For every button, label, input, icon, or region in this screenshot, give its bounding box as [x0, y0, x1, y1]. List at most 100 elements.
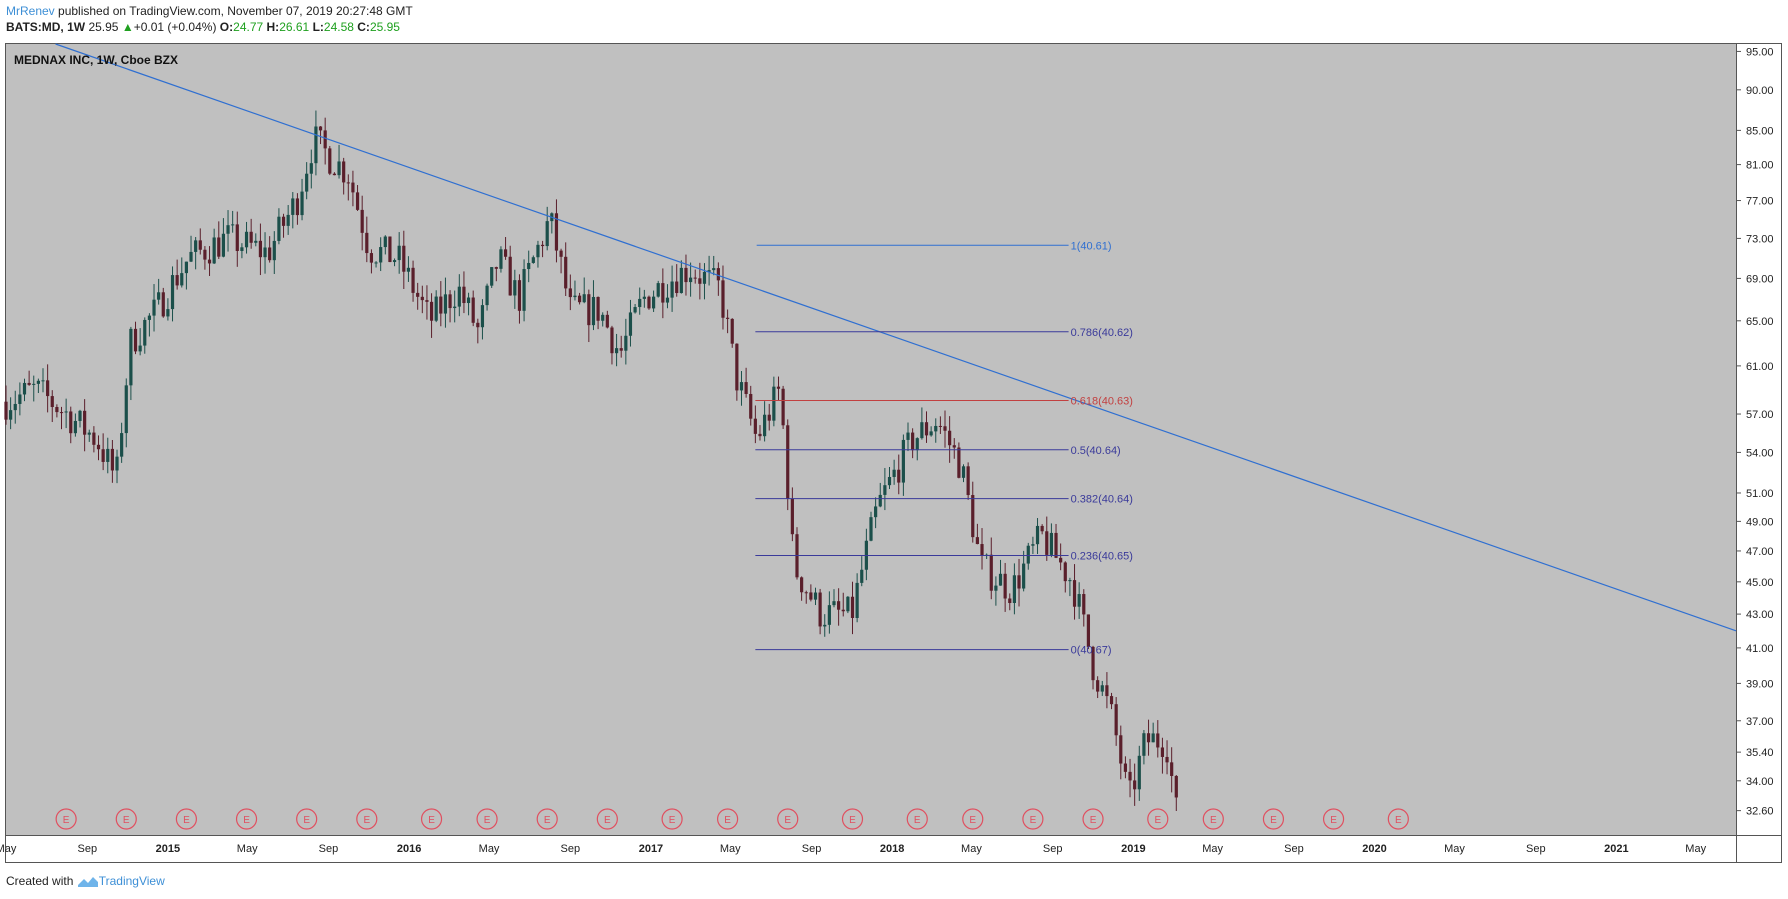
candle-body — [1174, 775, 1178, 798]
candle-body — [633, 307, 637, 313]
candle-body — [800, 577, 804, 593]
candle-body — [355, 192, 360, 210]
candle-body — [790, 498, 794, 535]
price-tick-label: 65.00 — [1746, 316, 1774, 328]
candle-body — [332, 173, 337, 176]
fib-level-label: 0.786(40.62) — [1071, 327, 1133, 339]
earnings-icon[interactable] — [1262, 808, 1285, 830]
published-text: published on TradingView.com, November 0… — [58, 4, 413, 18]
candle-body — [781, 388, 785, 426]
earnings-icon[interactable] — [841, 808, 864, 830]
candle-body — [517, 280, 522, 311]
high-label: H: — [266, 20, 280, 34]
candle-body — [83, 410, 87, 435]
candle-body — [513, 280, 517, 296]
price-axis[interactable]: 95.00 90.00 85.00 81.00 77.00 73.00 69.00 65.00… — [1736, 46, 1774, 818]
candle-body — [1045, 531, 1049, 555]
candle-body — [416, 292, 420, 297]
candle-body — [874, 506, 878, 518]
candle-body — [758, 433, 762, 437]
candle-body — [425, 300, 429, 302]
candle-body — [147, 315, 151, 320]
earnings-icon[interactable] — [777, 808, 799, 830]
earnings-icon[interactable] — [175, 808, 198, 830]
candle-body — [536, 244, 540, 258]
earnings-icon[interactable] — [717, 808, 739, 830]
earnings-icon[interactable] — [1202, 808, 1224, 830]
earnings-icon[interactable] — [296, 808, 318, 830]
candle-body — [860, 569, 864, 583]
time-tick-label: May — [720, 843, 741, 855]
candle-body — [573, 295, 577, 298]
earnings-icon[interactable] — [906, 808, 928, 830]
time-tick-label: 2021 — [1604, 843, 1628, 855]
candle-body — [434, 296, 438, 321]
candle-body — [1100, 685, 1104, 692]
candle-body — [480, 305, 485, 328]
earnings-icon[interactable] — [55, 808, 77, 830]
tradingview-link[interactable]: TradingView — [98, 874, 165, 888]
candle-body — [106, 448, 110, 462]
earnings-icon[interactable] — [356, 808, 378, 830]
candle-body — [133, 328, 138, 352]
author-link[interactable]: MrRenev — [6, 4, 55, 18]
candle-body — [1072, 580, 1077, 607]
candle-body — [143, 319, 147, 346]
candle-body — [823, 624, 827, 627]
candle-body — [568, 288, 572, 298]
earnings-icon[interactable] — [115, 808, 137, 830]
candle-body — [753, 418, 757, 434]
earnings-icon[interactable] — [1147, 808, 1169, 830]
earnings-icon[interactable] — [1322, 808, 1345, 830]
earnings-icon[interactable] — [476, 808, 498, 830]
candle-body — [735, 343, 739, 391]
candle-body — [1017, 575, 1021, 589]
candle-body — [157, 292, 161, 300]
price-tick-label: 85.00 — [1746, 125, 1774, 137]
candle-body — [1054, 532, 1058, 558]
fib-retracement[interactable]: 1(40.61) 0.786(40.62) 0.618(40.63) 0.5(40.6… — [755, 240, 1133, 657]
earnings-icon[interactable] — [536, 808, 558, 830]
publish-info: MrRenev published on TradingView.com, No… — [6, 4, 413, 18]
candle-body — [712, 268, 716, 271]
candle-body — [707, 270, 711, 272]
candle-body — [1049, 532, 1054, 555]
candle-body — [1082, 594, 1086, 615]
candle-body — [1012, 575, 1016, 604]
price-tick-label: 95.00 — [1746, 46, 1774, 58]
candle-body — [998, 573, 1003, 586]
time-axis[interactable]: May Sep 2015 May Sep 2016 May Sep 2017 May Sep 2018… — [0, 843, 1707, 855]
candle-body — [249, 231, 253, 243]
candle-body — [887, 476, 892, 486]
earnings-icon[interactable] — [661, 808, 683, 830]
price-tick-label: 51.00 — [1746, 488, 1774, 500]
earnings-label: E — [544, 815, 551, 826]
earnings-icon[interactable] — [1022, 808, 1044, 830]
candle-body — [744, 382, 748, 394]
earnings-icon[interactable] — [1082, 808, 1104, 830]
trendline-layer[interactable] — [55, 43, 1737, 632]
descending-trendline[interactable] — [55, 43, 1737, 632]
candle-body — [554, 213, 559, 251]
candle-body — [772, 386, 776, 421]
candle-body — [749, 393, 753, 419]
candle-body — [420, 296, 424, 301]
plot-area[interactable] — [6, 44, 1736, 835]
candle-body — [540, 244, 545, 247]
candle-body — [638, 298, 642, 308]
earnings-icon[interactable] — [235, 808, 258, 830]
candle-body — [1151, 733, 1155, 743]
time-tick-label: 2018 — [880, 843, 904, 855]
earnings-icon[interactable] — [1387, 808, 1409, 830]
earnings-icon[interactable] — [420, 808, 443, 830]
candle-body — [476, 322, 480, 328]
created-with-text: Created with — [6, 874, 74, 888]
candle-body — [679, 267, 683, 294]
earnings-icon[interactable] — [596, 808, 618, 830]
candle-body — [508, 256, 512, 296]
price-tick-label: 90.00 — [1746, 85, 1774, 97]
candle-body — [1160, 747, 1165, 757]
earnings-icon[interactable] — [962, 808, 984, 830]
